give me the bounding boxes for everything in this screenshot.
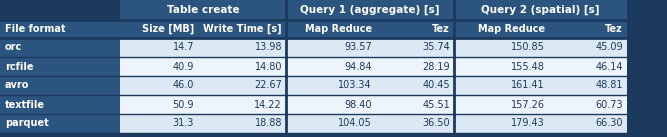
Bar xyxy=(454,38,549,57)
Bar xyxy=(549,38,627,57)
Bar xyxy=(454,20,549,38)
Bar xyxy=(120,38,198,57)
Bar xyxy=(286,0,454,20)
Text: Table create: Table create xyxy=(167,5,239,15)
Bar xyxy=(454,95,549,114)
Text: Map Reduce: Map Reduce xyxy=(305,24,372,34)
Bar xyxy=(376,114,454,133)
Text: textfile: textfile xyxy=(5,99,45,109)
Text: 45.51: 45.51 xyxy=(422,99,450,109)
Text: 35.74: 35.74 xyxy=(422,42,450,52)
Text: 14.22: 14.22 xyxy=(254,99,282,109)
Text: Write Time [s]: Write Time [s] xyxy=(203,24,282,34)
Bar xyxy=(0,114,120,133)
Bar xyxy=(0,38,120,57)
Text: Query 1 (aggregate) [s]: Query 1 (aggregate) [s] xyxy=(300,5,440,15)
Bar xyxy=(120,76,198,95)
Text: 40.45: 40.45 xyxy=(422,81,450,91)
Bar xyxy=(286,114,376,133)
Bar xyxy=(454,0,627,20)
Text: rcfile: rcfile xyxy=(5,62,33,72)
Bar xyxy=(120,20,198,38)
Bar xyxy=(0,76,120,95)
Bar xyxy=(0,95,120,114)
Text: 36.50: 36.50 xyxy=(422,119,450,129)
Bar xyxy=(286,38,376,57)
Text: 60.73: 60.73 xyxy=(596,99,623,109)
Bar xyxy=(120,57,198,76)
Bar xyxy=(286,95,376,114)
Bar xyxy=(0,20,120,38)
Bar xyxy=(376,57,454,76)
Bar xyxy=(286,20,376,38)
Bar xyxy=(376,20,454,38)
Bar xyxy=(549,95,627,114)
Text: 14.7: 14.7 xyxy=(173,42,194,52)
Text: 94.84: 94.84 xyxy=(344,62,372,72)
Text: 14.80: 14.80 xyxy=(255,62,282,72)
Bar xyxy=(549,114,627,133)
Text: 66.30: 66.30 xyxy=(596,119,623,129)
Bar xyxy=(376,76,454,95)
Text: 13.98: 13.98 xyxy=(255,42,282,52)
Bar xyxy=(120,114,198,133)
Bar xyxy=(286,76,376,95)
Bar xyxy=(120,95,198,114)
Text: 157.26: 157.26 xyxy=(511,99,545,109)
Text: 18.88: 18.88 xyxy=(255,119,282,129)
Text: 104.05: 104.05 xyxy=(338,119,372,129)
Text: 45.09: 45.09 xyxy=(596,42,623,52)
Text: 161.41: 161.41 xyxy=(512,81,545,91)
Bar xyxy=(198,114,286,133)
Text: 155.48: 155.48 xyxy=(511,62,545,72)
Bar xyxy=(286,57,376,76)
Bar xyxy=(549,57,627,76)
Text: orc: orc xyxy=(5,42,22,52)
Text: 31.3: 31.3 xyxy=(173,119,194,129)
Text: Map Reduce: Map Reduce xyxy=(478,24,545,34)
Text: avro: avro xyxy=(5,81,29,91)
Text: 48.81: 48.81 xyxy=(596,81,623,91)
Bar xyxy=(549,20,627,38)
Text: Size [MB]: Size [MB] xyxy=(142,24,194,34)
Bar xyxy=(198,76,286,95)
Bar xyxy=(198,95,286,114)
Bar xyxy=(198,38,286,57)
Bar xyxy=(454,114,549,133)
Text: 103.34: 103.34 xyxy=(338,81,372,91)
Bar xyxy=(198,57,286,76)
Bar xyxy=(120,0,286,20)
Text: 46.0: 46.0 xyxy=(173,81,194,91)
Bar xyxy=(376,95,454,114)
Bar xyxy=(198,20,286,38)
Text: 28.19: 28.19 xyxy=(422,62,450,72)
Bar xyxy=(454,76,549,95)
Text: Tez: Tez xyxy=(605,24,623,34)
Text: parquet: parquet xyxy=(5,119,49,129)
Bar xyxy=(549,76,627,95)
Text: Tez: Tez xyxy=(432,24,450,34)
Text: 179.43: 179.43 xyxy=(511,119,545,129)
Text: Query 2 (spatial) [s]: Query 2 (spatial) [s] xyxy=(482,5,600,15)
Bar xyxy=(376,38,454,57)
Text: 22.67: 22.67 xyxy=(254,81,282,91)
Text: 40.9: 40.9 xyxy=(173,62,194,72)
Bar xyxy=(0,57,120,76)
Text: 93.57: 93.57 xyxy=(344,42,372,52)
Text: 50.9: 50.9 xyxy=(173,99,194,109)
Text: 98.40: 98.40 xyxy=(344,99,372,109)
Text: 150.85: 150.85 xyxy=(511,42,545,52)
Bar xyxy=(454,57,549,76)
Bar xyxy=(0,0,120,20)
Text: 46.14: 46.14 xyxy=(596,62,623,72)
Text: File format: File format xyxy=(5,24,65,34)
